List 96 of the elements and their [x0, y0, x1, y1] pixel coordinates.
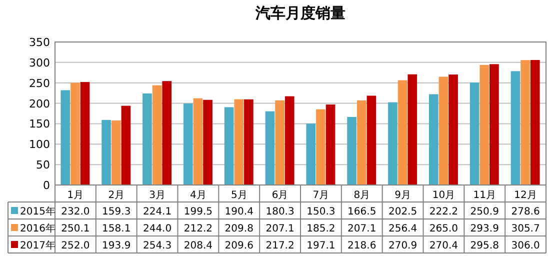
- x-tick-label: 11月: [473, 190, 496, 201]
- bar: [398, 80, 408, 185]
- bar: [102, 120, 111, 185]
- x-tick-label: 4月: [190, 190, 206, 201]
- x-tick-label: 8月: [354, 190, 370, 201]
- x-tick-label: 7月: [312, 190, 330, 201]
- bar: [326, 104, 336, 185]
- bar: [70, 82, 80, 185]
- bar: [142, 93, 152, 185]
- x-tick-label: 6月: [272, 190, 288, 201]
- data-label: 306.0: [511, 240, 540, 252]
- bar: [490, 64, 499, 185]
- data-label: 197.1: [306, 240, 336, 252]
- data-label: 293.9: [470, 224, 499, 234]
- bar: [316, 109, 326, 185]
- data-label: 209.6: [224, 240, 254, 252]
- bar: [111, 120, 121, 185]
- data-label: 244.0: [142, 224, 172, 234]
- data-label: 207.1: [348, 224, 376, 234]
- data-label: 224.1: [142, 206, 172, 218]
- bar: [356, 100, 366, 185]
- data-label: 218.6: [348, 240, 376, 252]
- y-tick-label: 350: [29, 36, 50, 49]
- data-label: 295.8: [470, 240, 499, 252]
- y-tick-label: 150: [29, 118, 50, 131]
- bar: [428, 94, 438, 185]
- bar: [193, 98, 203, 185]
- bar: [244, 99, 254, 185]
- legend-label: 2017年: [20, 240, 56, 252]
- bar: [448, 74, 458, 185]
- data-label: 207.1: [266, 224, 294, 234]
- data-label: 159.3: [102, 206, 131, 218]
- data-label: 250.1: [61, 224, 90, 234]
- bar: [265, 111, 275, 185]
- data-label: 193.9: [102, 240, 131, 252]
- data-label: 199.5: [184, 206, 213, 218]
- bar: [408, 74, 418, 185]
- chart-title: 汽车月度销量: [254, 4, 346, 22]
- bar: [284, 96, 294, 185]
- x-tick-label: 1月: [67, 190, 84, 201]
- bar: [388, 102, 398, 185]
- data-label: 209.8: [224, 224, 254, 234]
- data-label: 250.9: [470, 206, 499, 218]
- bar: [366, 96, 376, 185]
- bar: [510, 71, 520, 185]
- data-label: 256.4: [388, 224, 418, 234]
- x-tick-label: 10月: [432, 190, 456, 201]
- x-tick-label: 9月: [394, 190, 411, 201]
- data-label: 305.7: [511, 224, 540, 234]
- bar: [480, 64, 490, 185]
- y-tick-label: 100: [29, 138, 50, 152]
- bar: [306, 124, 316, 185]
- bar: [60, 90, 70, 185]
- data-label: 265.0: [429, 224, 458, 234]
- data-label: 202.5: [388, 206, 418, 218]
- data-label: 270.9: [388, 240, 418, 252]
- legend-label: 2015年: [20, 206, 56, 218]
- data-label: 158.1: [102, 224, 131, 234]
- data-label: 185.2: [306, 224, 336, 234]
- y-tick-label: 0: [43, 179, 50, 192]
- bar: [530, 60, 540, 185]
- data-label: 208.4: [184, 240, 213, 252]
- bar: [520, 60, 530, 185]
- data-label: 217.2: [266, 240, 294, 252]
- y-tick-label: 50: [36, 158, 50, 172]
- data-label: 190.4: [224, 206, 254, 218]
- x-tick-label: 2月: [108, 190, 125, 201]
- bar: [121, 106, 131, 185]
- y-tick-label: 200: [29, 97, 50, 110]
- bar: [438, 76, 448, 185]
- data-label: 166.5: [348, 206, 376, 218]
- bar: [183, 103, 193, 185]
- x-tick-label: 3月: [149, 190, 166, 201]
- data-label: 150.3: [306, 206, 336, 218]
- data-label: 212.2: [184, 224, 213, 234]
- bar: [347, 116, 356, 185]
- bar: [162, 81, 172, 185]
- data-label: 232.0: [61, 206, 90, 218]
- data-label: 270.4: [429, 240, 458, 252]
- y-tick-label: 300: [29, 56, 50, 70]
- bar: [470, 82, 480, 185]
- legend-label: 2016年: [20, 222, 56, 234]
- bar: [80, 82, 90, 185]
- bar: [224, 107, 234, 185]
- bar: [234, 99, 244, 185]
- x-tick-label: 12月: [514, 190, 537, 201]
- bar: [152, 85, 162, 185]
- data-label: 222.2: [429, 206, 458, 218]
- y-tick-label: 250: [29, 76, 50, 90]
- x-tick-label: 5月: [230, 190, 248, 201]
- data-label: 278.6: [511, 206, 540, 218]
- bar: [275, 100, 284, 185]
- data-label: 254.3: [142, 240, 172, 252]
- data-label: 252.0: [61, 240, 90, 252]
- data-label: 180.3: [266, 206, 294, 218]
- bar: [203, 100, 212, 185]
